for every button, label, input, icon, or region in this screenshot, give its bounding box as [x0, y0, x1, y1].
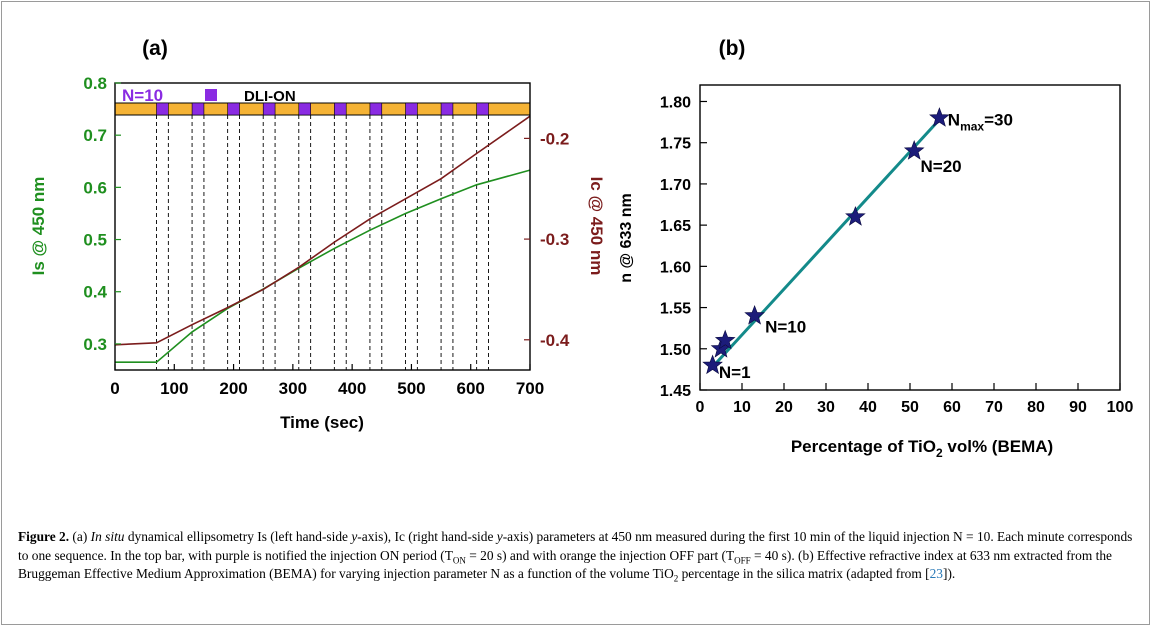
right-y-tick-label: -0.3	[540, 230, 569, 249]
left-y-tick-label: 0.5	[83, 231, 107, 250]
panel-a-label: (a)	[142, 37, 168, 60]
panel-a: (a) N=10 DLI-ON 0 100 200 300 400 500 600 700 0…	[29, 37, 606, 432]
x-tick-label: 100	[1107, 399, 1134, 416]
x-tick-label: 300	[279, 379, 307, 398]
panel-a-plot-area	[114, 82, 531, 371]
panel-a-right-y-axis: -0.4 -0.3 -0.2	[524, 129, 570, 350]
x-tick-label: 30	[817, 399, 835, 416]
x-tick-label: 400	[338, 379, 366, 398]
y-tick-label: 1.75	[660, 136, 691, 153]
x-tick-label: 0	[110, 379, 119, 398]
x-tick-label: 700	[516, 379, 544, 398]
panel-b-y-axis: 1.45 1.50 1.55 1.60 1.65 1.70 1.75 1.80	[660, 94, 707, 400]
panel-b-plot-area	[699, 84, 1121, 391]
point-annotation: Nmax=30	[948, 111, 1013, 134]
dli-on-legend-label: DLI-ON	[244, 88, 296, 105]
data-point-star	[744, 304, 765, 325]
left-y-tick-label: 0.6	[83, 178, 107, 197]
left-y-tick-label: 0.4	[83, 283, 107, 302]
y-tick-label: 1.70	[660, 177, 691, 194]
is-series-line	[115, 169, 531, 363]
top-bar-n-label: N=10	[122, 86, 163, 105]
data-point-star	[702, 354, 723, 375]
x-tick-label: 80	[1027, 399, 1045, 416]
data-point-star	[845, 206, 866, 226]
x-tick-label: 20	[775, 399, 793, 416]
data-point-star	[903, 140, 925, 160]
x-tick-label: 10	[733, 399, 751, 416]
data-point-stars	[702, 107, 950, 375]
on-period-marker	[191, 102, 205, 116]
point-annotations: N=1 N=10 N=20 Nmax=30	[719, 111, 1013, 382]
panel-a-x-axis-title: Time (sec)	[280, 413, 364, 432]
dli-on-legend-marker	[205, 89, 217, 101]
data-point-star	[929, 107, 950, 127]
caption-reference-link[interactable]: 23	[929, 566, 943, 582]
y-tick-label: 1.45	[660, 383, 691, 400]
x-tick-label: 600	[457, 379, 485, 398]
figure-svg: (a) N=10 DLI-ON 0 100 200 300 400 500 600 700 0…	[29, 37, 1133, 460]
on-period-marker	[369, 102, 383, 116]
on-period-marker	[405, 102, 418, 116]
point-annotation: N=1	[719, 363, 751, 382]
point-annotation: N=20	[921, 157, 962, 176]
panel-b-y-axis-title: n @ 633 nm	[618, 193, 635, 282]
right-y-tick-label: -0.4	[540, 331, 570, 350]
on-period-marker	[334, 102, 347, 116]
panel-b-label: (b)	[719, 37, 746, 60]
figure-caption: Figure 2. (a) In situ dynamical ellipsom…	[18, 529, 1133, 584]
on-period-marker	[156, 102, 169, 116]
data-point-star	[714, 329, 736, 350]
x-tick-label: 90	[1069, 399, 1087, 416]
off-period-bar	[114, 102, 531, 116]
y-tick-label: 1.60	[660, 259, 691, 276]
on-period-marker	[298, 102, 311, 116]
panel-a-right-y-axis-title: Ic @ 450 nm	[587, 177, 606, 276]
on-period-dashed-lines	[156, 115, 489, 370]
fit-line	[711, 118, 941, 368]
on-period-marker	[476, 102, 489, 116]
x-tick-label: 50	[901, 399, 919, 416]
panel-b-x-axis-title: Percentage of TiO2 vol% (BEMA)	[791, 437, 1053, 460]
y-tick-label: 1.65	[660, 218, 691, 235]
ic-series-line	[114, 115, 531, 346]
left-y-tick-label: 0.8	[83, 74, 107, 93]
on-period-marker	[262, 102, 276, 116]
panel-b: (b) N=1 N=10 N=20 Nmax=30 0 10 20 30 40 50 60 70 80…	[618, 37, 1133, 460]
y-tick-label: 1.80	[660, 94, 691, 111]
panel-a-x-axis: 0 100 200 300 400 500 600 700	[110, 364, 544, 398]
y-tick-label: 1.50	[660, 342, 691, 359]
x-tick-label: 70	[985, 399, 1003, 416]
x-tick-label: 200	[219, 379, 247, 398]
left-y-tick-label: 0.7	[83, 126, 107, 145]
on-period-marker	[227, 102, 240, 116]
x-tick-label: 60	[943, 399, 961, 416]
x-tick-label: 40	[859, 399, 877, 416]
injection-bar	[114, 102, 531, 116]
panel-a-left-y-axis-title: Is @ 450 nm	[29, 177, 48, 276]
right-y-tick-label: -0.2	[540, 129, 569, 148]
on-period-marker	[440, 102, 454, 116]
y-tick-label: 1.55	[660, 301, 691, 318]
panel-a-left-y-axis: 0.3 0.4 0.5 0.6 0.7 0.8	[83, 74, 121, 354]
x-tick-label: 0	[696, 399, 705, 416]
panel-b-x-axis: 0 10 20 30 40 50 60 70 80 90 100	[696, 383, 1134, 416]
caption-figure-label: Figure 2.	[18, 529, 70, 544]
x-tick-label: 500	[397, 379, 425, 398]
point-annotation: N=10	[765, 318, 806, 337]
left-y-tick-label: 0.3	[83, 335, 107, 354]
x-tick-label: 100	[160, 379, 188, 398]
